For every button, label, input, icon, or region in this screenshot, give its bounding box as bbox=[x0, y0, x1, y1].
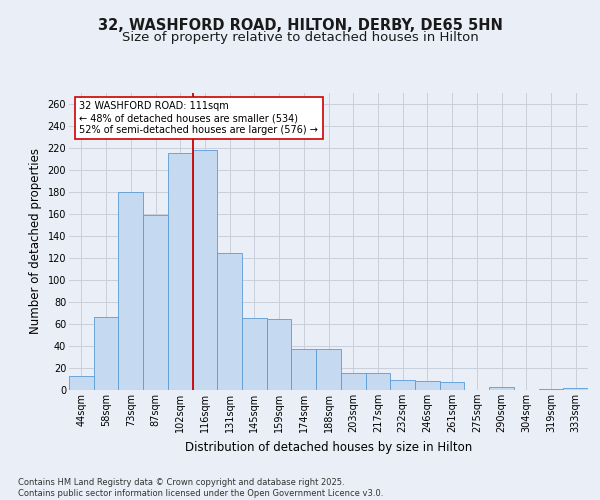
Bar bbox=[489, 386, 514, 390]
Bar bbox=[118, 192, 143, 390]
Bar bbox=[563, 388, 588, 390]
Text: 32 WASHFORD ROAD: 111sqm
← 48% of detached houses are smaller (534)
52% of semi-: 32 WASHFORD ROAD: 111sqm ← 48% of detach… bbox=[79, 102, 318, 134]
Bar bbox=[365, 374, 390, 390]
Bar bbox=[292, 349, 316, 390]
Bar bbox=[539, 389, 563, 390]
Text: Contains HM Land Registry data © Crown copyright and database right 2025.
Contai: Contains HM Land Registry data © Crown c… bbox=[18, 478, 383, 498]
Bar bbox=[316, 349, 341, 390]
Bar bbox=[94, 318, 118, 390]
Text: 32, WASHFORD ROAD, HILTON, DERBY, DE65 5HN: 32, WASHFORD ROAD, HILTON, DERBY, DE65 5… bbox=[98, 18, 502, 32]
Bar bbox=[440, 382, 464, 390]
Bar bbox=[193, 150, 217, 390]
Bar bbox=[168, 153, 193, 390]
X-axis label: Distribution of detached houses by size in Hilton: Distribution of detached houses by size … bbox=[185, 440, 472, 454]
Bar bbox=[69, 376, 94, 390]
Bar bbox=[217, 254, 242, 390]
Bar bbox=[390, 380, 415, 390]
Bar bbox=[341, 374, 365, 390]
Bar bbox=[267, 320, 292, 390]
Text: Size of property relative to detached houses in Hilton: Size of property relative to detached ho… bbox=[122, 31, 478, 44]
Y-axis label: Number of detached properties: Number of detached properties bbox=[29, 148, 42, 334]
Bar bbox=[242, 318, 267, 390]
Bar bbox=[415, 381, 440, 390]
Bar bbox=[143, 215, 168, 390]
